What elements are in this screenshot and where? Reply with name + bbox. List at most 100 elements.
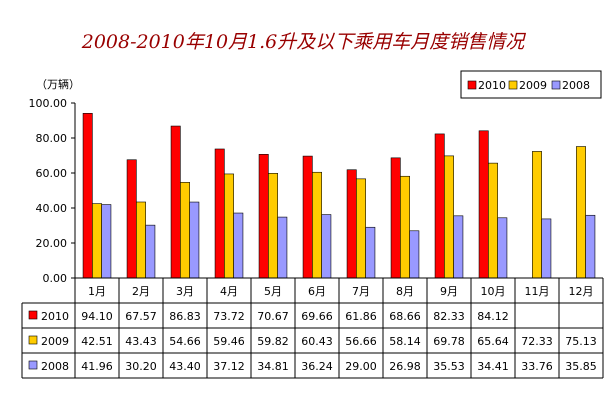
table-cell: 33.76: [521, 360, 553, 373]
category-label: 4月: [220, 285, 238, 298]
category-label: 10月: [481, 285, 506, 298]
table-cell: 72.33: [521, 335, 553, 348]
table-cell: 68.66: [389, 310, 421, 323]
table-cell: 42.51: [81, 335, 113, 348]
bar-2010-2: [126, 159, 137, 279]
category-label: 12月: [569, 285, 594, 298]
table-cell: 69.78: [433, 335, 465, 348]
bar-2008-11: [541, 218, 552, 279]
table-cell: 67.57: [125, 310, 157, 323]
bar-2008-10: [497, 217, 508, 279]
bar-2010-5: [258, 154, 269, 279]
legend-label-2009: 2009: [519, 79, 547, 92]
bar-2010-7: [346, 169, 357, 279]
table-cell: 30.20: [125, 360, 157, 373]
row-swatch-2010: [28, 310, 38, 320]
row-swatch-2009: [28, 335, 38, 345]
table-cell: 86.83: [169, 310, 201, 323]
bar-2008-1: [101, 204, 112, 279]
bars: [82, 113, 596, 279]
table-cell: 54.66: [169, 335, 201, 348]
bar-2010-4: [214, 148, 225, 279]
table-cell: 43.43: [125, 335, 157, 348]
table-cell: 73.72: [213, 310, 245, 323]
category-label: 1月: [88, 285, 106, 298]
bar-2009-3: [180, 182, 190, 279]
legend-swatch-2010: [467, 80, 477, 90]
legend-swatch-2008: [551, 80, 561, 90]
y-tick-label: 100.00: [29, 97, 68, 110]
bar-2010-1: [82, 113, 93, 279]
table-cell: 41.96: [81, 360, 113, 373]
category-label: 6月: [308, 285, 326, 298]
row-label-2009: 2009: [41, 335, 69, 348]
table-cell: 59.82: [257, 335, 289, 348]
category-label: 8月: [396, 285, 414, 298]
table-cell: 60.43: [301, 335, 333, 348]
bar-2009-1: [92, 203, 102, 279]
bar-2008-12: [585, 214, 596, 279]
y-tick-label: 20.00: [36, 237, 68, 250]
category-label: 2月: [132, 285, 150, 298]
bar-2009-12: [576, 146, 586, 279]
legend-label-2010: 2010: [478, 79, 506, 92]
bar-2008-4: [233, 212, 244, 279]
bar-2009-8: [400, 175, 410, 279]
table-cell: 70.67: [257, 310, 289, 323]
bar-2010-8: [390, 157, 401, 279]
row-label-2008: 2008: [41, 360, 69, 373]
table-cell: 75.13: [565, 335, 597, 348]
bar-2009-5: [268, 173, 278, 279]
category-label: 5月: [264, 285, 282, 298]
y-tick-label: 60.00: [36, 167, 68, 180]
y-axis-unit: （万辆）: [36, 77, 80, 91]
table-cell: 94.10: [81, 310, 113, 323]
table-cell: 61.86: [345, 310, 377, 323]
legend: 2010 2009 2008: [460, 70, 602, 99]
table-cell: 35.85: [565, 360, 597, 373]
table-cell: 29.00: [345, 360, 377, 373]
bar-2008-2: [145, 224, 156, 279]
table-cell: 84.12: [477, 310, 509, 323]
table-cell: 43.40: [169, 360, 201, 373]
chart-title: 2008-2010年10月1.6升及以下乘用车月度销售情况: [81, 31, 527, 53]
bar-2008-7: [365, 226, 376, 279]
bar-2009-7: [356, 178, 366, 279]
table-cell: 34.81: [257, 360, 289, 373]
legend-box: [460, 70, 602, 99]
bar-2008-6: [321, 214, 332, 279]
row-swatch-2008: [28, 360, 38, 370]
bar-2009-11: [532, 151, 542, 279]
axes: 100.00 80.00 60.00 40.00 20.00 0.00: [29, 97, 76, 285]
y-tick-label: 80.00: [36, 132, 68, 145]
legend-swatch-2009: [508, 80, 518, 90]
bar-2009-6: [312, 171, 322, 279]
table-cell: 58.14: [389, 335, 421, 348]
table-cell: 34.41: [477, 360, 509, 373]
data-table: 1月 2月 3月 4月 5月 6月 7月 8月 9月 10月 11月 12月 2010 94.10 67.5…: [21, 277, 604, 379]
bar-2010-3: [170, 125, 181, 279]
bar-2009-9: [444, 155, 454, 279]
bar-2010-9: [434, 133, 445, 279]
category-label: 11月: [525, 285, 550, 298]
row-label-2010: 2010: [41, 310, 69, 323]
category-label: 7月: [352, 285, 370, 298]
bar-2009-2: [136, 201, 146, 279]
bar-2008-8: [409, 230, 420, 279]
y-tick-label: 0.00: [43, 272, 68, 285]
table-cell: 82.33: [433, 310, 465, 323]
table-cell: 35.53: [433, 360, 465, 373]
bar-2010-6: [302, 155, 313, 279]
table-cell: 26.98: [389, 360, 421, 373]
legend-label-2008: 2008: [562, 79, 590, 92]
table-cell: 56.66: [345, 335, 377, 348]
bar-2008-9: [453, 215, 464, 279]
table-cell: 36.24: [301, 360, 333, 373]
bar-2009-10: [488, 162, 498, 279]
bar-2009-4: [224, 173, 234, 279]
table-cell: 65.64: [477, 335, 509, 348]
y-tick-label: 40.00: [36, 202, 68, 215]
category-label: 9月: [440, 285, 458, 298]
bar-2008-3: [189, 201, 200, 279]
